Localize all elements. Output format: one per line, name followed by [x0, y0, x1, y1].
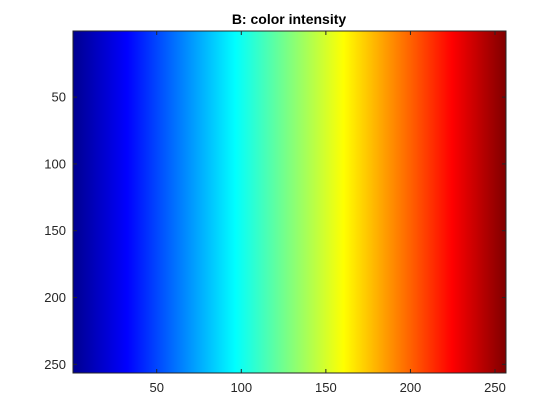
- x-tick-label: 50: [149, 380, 163, 395]
- y-tick-label: 100: [44, 156, 66, 171]
- x-tick-label: 100: [230, 380, 252, 395]
- y-tick-label: 150: [44, 223, 66, 238]
- y-tick-label: 50: [52, 90, 66, 105]
- y-tick-label: 250: [44, 357, 66, 372]
- x-tick-label: 200: [400, 380, 422, 395]
- y-axis-ticks: 50 100 150 200 250: [44, 90, 506, 372]
- x-tick-label: 250: [484, 380, 506, 395]
- y-tick-label: 200: [44, 290, 66, 305]
- x-axis-ticks: 50 100 150 200 250: [149, 31, 506, 395]
- x-tick-label: 150: [315, 380, 337, 395]
- heatmap-image: [73, 31, 506, 373]
- plot-frame: [72, 30, 507, 374]
- chart-title: B: color intensity: [232, 11, 347, 27]
